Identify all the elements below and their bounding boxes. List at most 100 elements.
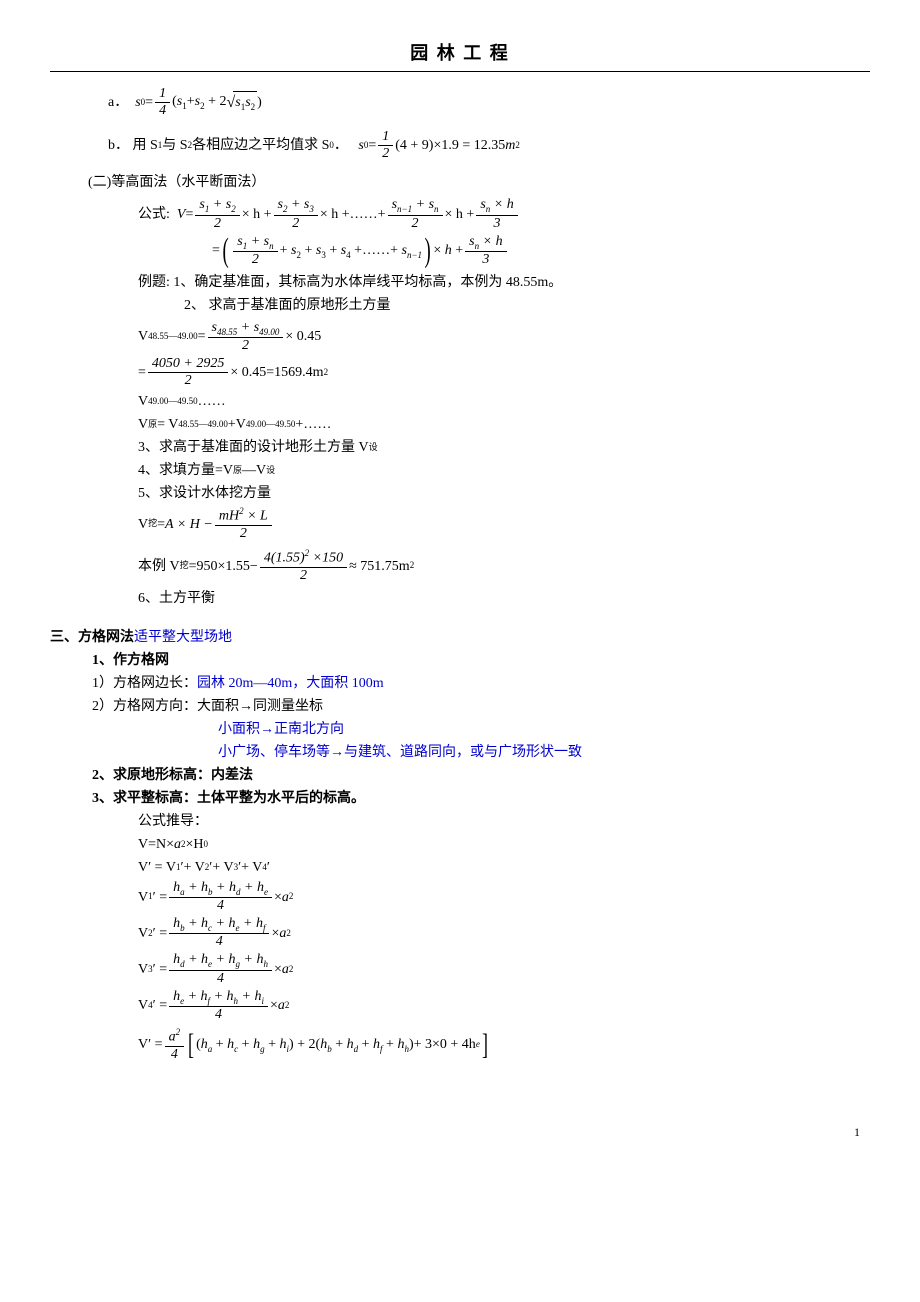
formula: (4 + 9)×1.9 = 12.35 <box>395 135 505 156</box>
text: = V <box>157 414 178 435</box>
s3-l2: 2、求原地形标高：内差法 <box>78 765 870 786</box>
text: 公式推导： <box>138 811 208 832</box>
s3-l1b: 2）方格网方向：大面积→同测量坐标 <box>78 696 870 717</box>
v-calc-2: = 4050 + 29252 × 0.45 =1569.4m2 <box>78 356 870 389</box>
v4prime: V4′ = he + hf + hh + hi4 ×a2 <box>78 989 870 1023</box>
text: 例题: 1、确定基准面，其标高为水体岸线平均标高，本例为 48.55m。 <box>138 272 562 293</box>
sub: 原 <box>233 464 242 478</box>
text: 4(1.55) <box>264 551 305 566</box>
text: × <box>271 923 279 944</box>
text: + 3×0 + 4h <box>414 1034 476 1055</box>
heading: 三、方格网法 <box>50 627 134 648</box>
text: V=N× <box>138 834 174 855</box>
page-title: 园 林 工 程 <box>50 40 870 72</box>
den: 4 <box>165 1047 185 1063</box>
text: V <box>138 326 148 347</box>
sub: 设 <box>369 441 378 455</box>
text: + V <box>212 857 233 878</box>
page-number: 1 <box>50 1123 870 1141</box>
vprime-sum: V′ = V1′ + V2′ + V3′ + V4′ <box>78 857 870 878</box>
sub: 48.55—49.00 <box>148 330 198 344</box>
label-a: a． <box>108 92 128 113</box>
v-wa: V挖 = A × H − mH2 × L2 <box>78 506 870 542</box>
sub: 挖 <box>148 517 157 531</box>
text: a <box>169 1030 176 1045</box>
text: ×150 <box>309 551 343 566</box>
sub: 49.00—49.50 <box>246 418 296 432</box>
s3-l1b-blue1: 小面积→正南北方向 <box>78 719 870 740</box>
v-line-2: V49.00—49.50 …… <box>78 391 870 412</box>
text: V′ = <box>138 1034 163 1055</box>
text: =950×1.55− <box>189 556 258 577</box>
line-3: 3、求高于基准面的设计地形土方量 V设 <box>78 437 870 458</box>
text: +…… <box>295 414 331 435</box>
text: × h + <box>445 204 475 225</box>
text: 2、求原地形标高：内差法 <box>92 765 253 786</box>
text: 3、求高于基准面的设计地形土方量 V <box>138 437 369 458</box>
text: V <box>138 514 148 535</box>
text: × L <box>244 509 268 524</box>
example-2: 2、 求高于基准面的原地形土方量 <box>78 295 870 316</box>
line-6: 6、土方平衡 <box>78 588 870 609</box>
text: 用 S <box>133 135 158 156</box>
text: 各相应边之平均值求 S <box>192 135 329 156</box>
text: 小面积→正南北方向 <box>218 719 344 740</box>
line-4: 4、求填方量=V原 —V设 <box>78 460 870 481</box>
text: × 0.45 <box>230 362 266 383</box>
den: 2 <box>148 373 228 389</box>
sub: 48.55 <box>217 327 237 337</box>
v-calc-1: V48.55—49.00 = s48.55 + s49.002 × 0.45 <box>78 320 870 354</box>
v1prime: V1′ = ha + hb + hd + he4 ×a2 <box>78 880 870 914</box>
vN: V=N×a2 ×H0 <box>78 834 870 855</box>
sub: 设 <box>266 464 275 478</box>
text: …… <box>350 204 378 225</box>
text: ≈ 751.75m <box>349 556 410 577</box>
vprime-final: V′ = a24 [ (ha + hc + hg + hi) + 2(hb + … <box>78 1027 870 1063</box>
s3-l3: 3、求平整标高：土体平整为水平后的标高。 <box>78 788 870 809</box>
sub: 49.00—49.50 <box>148 395 198 409</box>
text: +V <box>228 414 246 435</box>
formula-row: 公式: V = s1 + s22 × h + s2 + s32 × h + ……… <box>78 197 870 231</box>
text: = <box>157 514 165 535</box>
item-b: b． 用 S1 与 S2 各相应边之平均值求 S0 ． s0 = 12 (4 +… <box>78 129 870 162</box>
text: V <box>138 391 148 412</box>
item-a: a． s0 = 14 (s1+s2 + 2 s1s2 ) <box>78 86 870 119</box>
text: V <box>138 414 148 435</box>
sub: 原 <box>148 418 157 432</box>
benli: 本例 V挖 =950×1.55− 4(1.55)2 ×1502 ≈ 751.75… <box>78 548 870 584</box>
text: 小广场、停车场等→与建筑、道路同向，或与广场形状一致 <box>218 742 582 763</box>
text: 4、求填方量=V <box>138 460 233 481</box>
sub: 挖 <box>180 559 189 573</box>
text: A × H − <box>165 514 213 535</box>
s3-l1b-blue2: 小广场、停车场等→与建筑、道路同向，或与广场形状一致 <box>78 742 870 763</box>
formula-row-2: = ( s1 + sn2 + s2 + s3 + s4 + …… + sn−1 … <box>78 234 870 268</box>
s3-l3a: 公式推导： <box>78 811 870 832</box>
section-2-title: (二)等高面法（水平断面法） <box>78 172 870 193</box>
text: V′ = V <box>138 857 176 878</box>
s3-l1a: 1）方格网边长： 园林 20m—40m，大面积 100m <box>78 673 870 694</box>
sub: 48.55—49.00 <box>178 418 228 432</box>
text: × 0.45 <box>285 326 321 347</box>
text: 适平整大型场地 <box>134 627 232 648</box>
den: 2 <box>215 526 272 542</box>
document-body: a． s0 = 14 (s1+s2 + 2 s1s2 ) b． 用 S1 与 S… <box>50 86 870 1063</box>
text: + V <box>184 857 205 878</box>
text: 1、作方格网 <box>92 650 169 671</box>
text: ． <box>334 135 348 156</box>
text: 6、土方平衡 <box>138 588 215 609</box>
section-3-head: 三、方格网法 适平整大型场地 <box>50 627 870 648</box>
text: + V <box>241 857 262 878</box>
text: ×H <box>186 834 204 855</box>
v-yuan: V原 = V48.55—49.00 +V49.00—49.50 +…… <box>78 414 870 435</box>
label-b: b． <box>108 135 129 156</box>
text: 2、 求高于基准面的原地形土方量 <box>184 295 391 316</box>
label: 公式: <box>138 204 170 225</box>
text: —V <box>242 460 266 481</box>
text: 本例 V <box>138 556 180 577</box>
den: 2 <box>260 568 347 584</box>
line-5: 5、求设计水体挖方量 <box>78 483 870 504</box>
text: 3、求平整标高：土体平整为水平后的标高。 <box>92 788 365 809</box>
text: × <box>270 995 278 1016</box>
text: 5、求设计水体挖方量 <box>138 483 271 504</box>
s3-l1: 1、作方格网 <box>78 650 870 671</box>
